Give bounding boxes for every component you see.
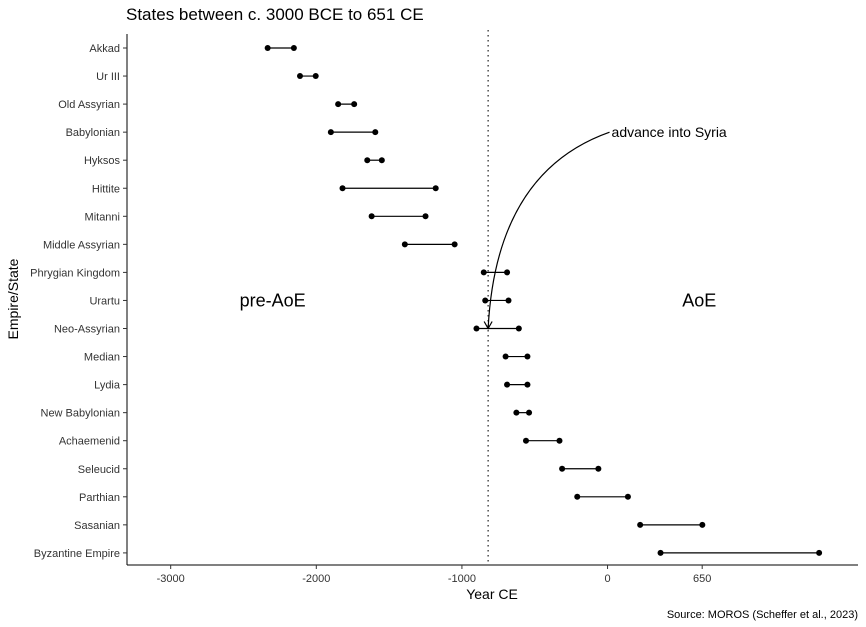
region-label: pre-AoE: [240, 290, 306, 310]
x-tick-label: -2000: [302, 573, 330, 585]
end-point: [351, 101, 358, 108]
x-tick-label: -3000: [157, 573, 185, 585]
start-point: [401, 241, 408, 248]
end-point: [505, 297, 512, 304]
annotation-arrow: [487, 131, 610, 329]
y-tick-label: Lydia: [94, 380, 121, 392]
y-tick-label: Middle Assyrian: [43, 239, 120, 251]
start-point: [637, 521, 644, 528]
start-point: [339, 185, 346, 192]
end-point: [378, 157, 385, 164]
y-tick-label: Parthian: [79, 492, 120, 504]
x-tick-label: 650: [693, 573, 711, 585]
start-point: [473, 325, 480, 332]
start-point: [368, 213, 375, 220]
y-tick-label: Ur III: [96, 71, 120, 83]
end-point: [524, 353, 531, 360]
y-tick-label: Babylonian: [66, 127, 120, 139]
y-tick-label: Byzantine Empire: [34, 548, 120, 560]
y-tick-label: Phrygian Kingdom: [30, 267, 120, 279]
end-point: [526, 409, 533, 416]
end-point: [432, 185, 439, 192]
end-point: [312, 73, 319, 80]
end-point: [451, 241, 458, 248]
y-tick-label: Sasanian: [74, 520, 120, 532]
start-point: [296, 73, 303, 80]
y-axis-title: Empire/State: [5, 258, 21, 339]
end-point: [556, 437, 563, 444]
start-point: [327, 129, 334, 136]
source-caption: Source: MOROS (Scheffer et al., 2023): [667, 609, 858, 621]
annotation-label: advance into Syria: [612, 124, 727, 140]
y-tick-label: Mitanni: [85, 211, 120, 223]
end-point: [515, 325, 522, 332]
y-tick-label: Neo-Assyrian: [54, 324, 120, 336]
plot-area: -3000 -2000 -1000 0 650 Akkad Ur III Old Assyri…: [30, 30, 858, 585]
start-point: [574, 493, 581, 500]
x-tick-label: 0: [604, 573, 610, 585]
x-axis-title: Year CE: [466, 586, 518, 602]
x-tick-label: -1000: [448, 573, 476, 585]
start-point: [559, 465, 566, 472]
start-point: [264, 45, 271, 51]
start-point: [504, 381, 511, 388]
start-point: [335, 101, 342, 108]
start-point: [513, 409, 520, 416]
region-label: AoE: [682, 290, 716, 310]
end-point: [372, 129, 379, 136]
end-point: [504, 269, 511, 276]
chart-title: States between c. 3000 BCE to 651 CE: [126, 5, 424, 24]
end-point: [290, 45, 297, 51]
y-tick-label: Hittite: [92, 183, 120, 195]
y-tick-label: Median: [84, 352, 120, 364]
start-point: [502, 353, 509, 360]
start-point: [657, 549, 664, 556]
y-tick-label: Seleucid: [78, 464, 120, 476]
y-tick-label: Old Assyrian: [58, 99, 120, 111]
end-point: [524, 381, 531, 388]
end-point: [816, 549, 823, 556]
end-point: [699, 521, 706, 528]
end-point: [624, 493, 631, 500]
y-tick-label: Urartu: [89, 295, 120, 307]
start-point: [522, 437, 529, 444]
start-point: [364, 157, 371, 164]
y-tick-label: Achaemenid: [59, 436, 120, 448]
y-tick-label: New Babylonian: [41, 408, 121, 420]
start-point: [480, 269, 487, 276]
y-tick-label: Akkad: [89, 43, 120, 55]
end-point: [422, 213, 429, 220]
end-point: [595, 465, 602, 472]
start-point: [482, 297, 489, 304]
y-tick-label: Hyksos: [84, 155, 121, 167]
annotation-arrowhead: [483, 321, 493, 330]
